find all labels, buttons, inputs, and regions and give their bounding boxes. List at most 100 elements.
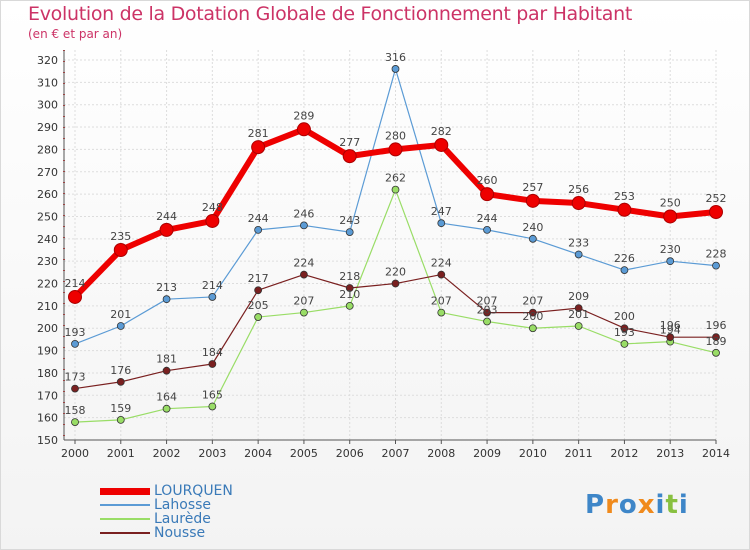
legend-swatch xyxy=(100,518,150,520)
data-point xyxy=(666,257,675,266)
data-label: 240 xyxy=(522,221,543,234)
data-label: 220 xyxy=(385,266,406,279)
legend-item: Laurède xyxy=(100,512,233,526)
data-point xyxy=(71,384,79,393)
legend-item: LOURQUEN xyxy=(100,484,233,498)
y-tick-label: 210 xyxy=(37,300,58,313)
data-label: 207 xyxy=(293,295,314,308)
data-point xyxy=(574,250,583,259)
data-label: 235 xyxy=(110,230,131,243)
data-point xyxy=(116,377,125,386)
data-label: 173 xyxy=(65,371,86,384)
data-label: 184 xyxy=(202,346,223,359)
y-tick-label: 320 xyxy=(37,54,58,67)
data-label: 196 xyxy=(706,319,727,332)
y-tick-label: 170 xyxy=(37,389,58,402)
y-tick-label: 280 xyxy=(37,143,58,156)
data-label: 252 xyxy=(706,192,727,205)
y-tick-label: 180 xyxy=(37,367,58,380)
logo-letter: i xyxy=(655,490,666,520)
x-tick-label: 2003 xyxy=(198,447,226,460)
data-point xyxy=(663,209,678,224)
data-point xyxy=(113,243,128,257)
data-label: 201 xyxy=(110,308,131,321)
data-label: 203 xyxy=(477,304,498,317)
data-label: 256 xyxy=(568,183,589,196)
data-point xyxy=(483,225,491,234)
data-point xyxy=(162,404,171,413)
data-point xyxy=(574,322,583,330)
data-point xyxy=(71,339,79,348)
proxiti-logo: Proxiti xyxy=(585,490,689,520)
data-label: 217 xyxy=(248,272,269,285)
data-label: 207 xyxy=(522,295,543,308)
data-label: 257 xyxy=(522,181,543,194)
chart-title: Evolution de la Dotation Globale de Fonc… xyxy=(28,3,633,25)
data-label: 165 xyxy=(202,388,223,401)
data-point xyxy=(480,187,495,202)
x-tick-label: 2000 xyxy=(61,447,89,460)
y-tick-label: 150 xyxy=(37,434,58,447)
data-label: 189 xyxy=(706,335,727,348)
data-label: 200 xyxy=(614,310,635,323)
data-point xyxy=(208,293,217,301)
y-tick-label: 270 xyxy=(37,166,58,179)
y-tick-label: 220 xyxy=(37,278,58,291)
data-label: 281 xyxy=(248,127,269,140)
data-label: 246 xyxy=(293,207,314,220)
y-tick-label: 190 xyxy=(37,345,58,358)
data-point xyxy=(345,228,354,237)
x-tick-label: 2002 xyxy=(153,447,181,460)
data-label: 214 xyxy=(65,277,86,290)
data-point xyxy=(205,213,220,228)
data-label: 193 xyxy=(614,326,635,339)
data-label: 213 xyxy=(156,281,177,294)
y-tick-label: 160 xyxy=(37,412,58,425)
data-label: 289 xyxy=(293,109,314,122)
data-label: 194 xyxy=(660,324,681,337)
data-point xyxy=(525,193,540,208)
data-point xyxy=(300,308,308,317)
data-label: 210 xyxy=(339,288,360,301)
data-label: 230 xyxy=(660,243,681,256)
data-label: 280 xyxy=(385,129,406,142)
data-point xyxy=(251,140,266,155)
data-label: 244 xyxy=(477,212,498,225)
legend-label: LOURQUEN xyxy=(154,483,233,499)
data-point xyxy=(162,295,171,304)
data-point xyxy=(342,149,357,164)
data-point xyxy=(709,205,723,219)
legend-swatch xyxy=(100,532,150,534)
data-point xyxy=(208,360,217,368)
data-label: 262 xyxy=(385,172,406,185)
data-label: 159 xyxy=(110,402,131,415)
data-label: 205 xyxy=(248,299,269,312)
logo-letter: P xyxy=(585,490,606,520)
y-tick-label: 240 xyxy=(37,233,58,246)
legend-label: Lahosse xyxy=(154,497,212,513)
data-point xyxy=(208,402,217,411)
data-point xyxy=(391,185,400,194)
data-point xyxy=(254,286,263,295)
data-label: 207 xyxy=(431,295,452,308)
data-point xyxy=(388,142,403,157)
data-point xyxy=(528,324,537,333)
x-tick-label: 2001 xyxy=(107,447,135,460)
data-point xyxy=(296,122,311,137)
y-tick-label: 260 xyxy=(37,188,58,201)
data-point xyxy=(620,324,629,333)
data-label: 193 xyxy=(65,326,86,339)
data-point xyxy=(437,219,446,228)
legend: LOURQUEN Lahosse Laurède Nousse xyxy=(100,484,233,540)
data-point xyxy=(620,266,629,275)
x-tick-label: 2004 xyxy=(244,447,272,460)
data-label: 253 xyxy=(614,190,635,203)
data-label: 247 xyxy=(431,205,452,218)
data-label: 282 xyxy=(431,125,452,138)
legend-item: Lahosse xyxy=(100,498,233,512)
data-label: 158 xyxy=(65,404,86,417)
data-label: 224 xyxy=(293,257,314,270)
data-point xyxy=(162,366,171,375)
x-tick-label: 2013 xyxy=(656,447,684,460)
data-label: 196 xyxy=(660,319,681,332)
